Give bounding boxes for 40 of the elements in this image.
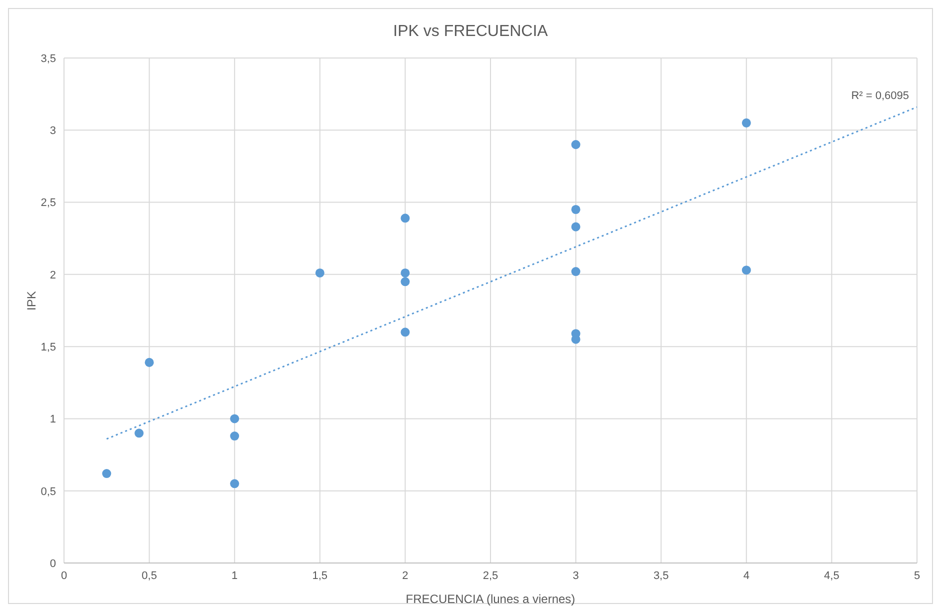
point bbox=[400, 268, 410, 278]
point bbox=[102, 469, 112, 478]
y-tick-label: 2 bbox=[50, 269, 56, 282]
point bbox=[571, 267, 580, 276]
x-tick-label: 2 bbox=[402, 570, 408, 582]
x-tick-label: 4,5 bbox=[824, 570, 840, 582]
y-tick-label: 0,5 bbox=[40, 486, 56, 498]
point bbox=[742, 266, 751, 275]
y-tick-label: 1 bbox=[50, 414, 56, 426]
x-tick-label: 1,5 bbox=[312, 570, 328, 582]
point bbox=[571, 204, 580, 214]
x-axis-title: FRECUENCIA (lunes a viernes) bbox=[406, 592, 576, 606]
point bbox=[400, 214, 410, 223]
annotation: R² = 0,6095 bbox=[851, 90, 909, 102]
x-tick-label: 1 bbox=[232, 570, 238, 582]
x-tick-label: 0 bbox=[60, 570, 68, 582]
point bbox=[230, 479, 240, 488]
y-tick-label: 1,5 bbox=[40, 341, 56, 354]
x-tick-label: 2,5 bbox=[482, 570, 498, 582]
y-tick-label: 3 bbox=[50, 125, 56, 138]
y-tick-label: 0 bbox=[50, 558, 56, 570]
point bbox=[230, 414, 240, 424]
point bbox=[144, 358, 154, 367]
x-tick-label: 4 bbox=[743, 570, 750, 582]
x-tick-label: 3,5 bbox=[653, 570, 669, 582]
y-axis-title: IPK bbox=[24, 291, 38, 310]
point bbox=[400, 277, 410, 286]
point bbox=[400, 328, 410, 337]
x-tick-label: 0,5 bbox=[142, 570, 157, 582]
point bbox=[134, 428, 144, 438]
point bbox=[571, 222, 580, 232]
point bbox=[742, 118, 751, 128]
chart-title: IPK vs FRECUENCIA bbox=[392, 22, 549, 42]
y-tick-label: 3,5 bbox=[40, 52, 56, 65]
point bbox=[230, 432, 240, 441]
y-tick-label: 2,5 bbox=[40, 197, 56, 210]
x-tick-label: 3 bbox=[572, 570, 579, 582]
x-tick-label: 5 bbox=[914, 570, 920, 582]
point bbox=[315, 268, 324, 278]
point bbox=[571, 140, 580, 150]
